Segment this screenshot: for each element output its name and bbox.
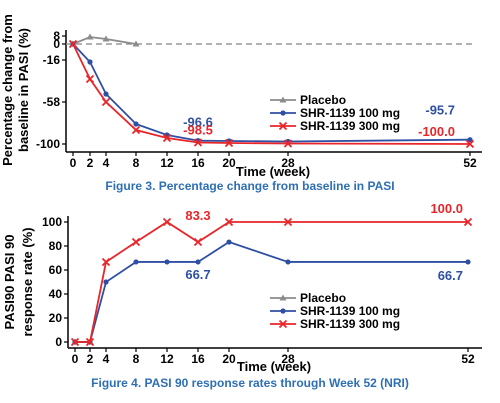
chart1-legend-marker bbox=[279, 96, 287, 103]
chart2-point-shr-1139-300-mg bbox=[131, 237, 141, 247]
chart2-x-tick-label: 4 bbox=[103, 352, 110, 366]
chart1-point-shr-1139-300-mg bbox=[131, 125, 141, 135]
chart1-point-placebo bbox=[102, 35, 110, 42]
chart1-y-tick-label: -100 bbox=[36, 137, 60, 151]
chart2-point-shr-1139-100-mg bbox=[103, 279, 109, 285]
chart2-x-tick-label: 2 bbox=[87, 352, 94, 366]
chart2-legend-marker bbox=[278, 319, 288, 329]
chart1-legend-label: SHR-1139 100 mg bbox=[300, 106, 400, 120]
chart1-x-tick-label: 8 bbox=[133, 156, 140, 170]
chart2-data-label: 83.3 bbox=[185, 208, 210, 223]
chart2-point-shr-1139-300-mg bbox=[101, 257, 111, 267]
chart1-x-tick-label: 28 bbox=[281, 156, 295, 170]
chart2-point-shr-1139-100-mg bbox=[164, 259, 170, 265]
chart2-legend-label: SHR-1139 300 mg bbox=[300, 317, 400, 331]
chart2-x-tick-label: 52 bbox=[461, 352, 475, 366]
chart1-legend-marker bbox=[280, 110, 286, 116]
chart2-x-tick-label: 28 bbox=[281, 352, 295, 366]
chart1-point-shr-1139-300-mg bbox=[101, 97, 111, 107]
chart2-point-shr-1139-300-mg bbox=[463, 217, 473, 227]
chart2-x-tick-label: 8 bbox=[133, 352, 140, 366]
chart2-point-shr-1139-100-mg bbox=[195, 259, 201, 265]
chart2-y-tick-label: 0 bbox=[55, 335, 62, 349]
chart2-y-tick-label: 60 bbox=[49, 263, 63, 277]
chart2-point-shr-1139-300-mg bbox=[283, 217, 293, 227]
chart1-point-shr-1139-100-mg bbox=[467, 137, 473, 143]
chart2-point-shr-1139-100-mg bbox=[133, 259, 139, 265]
chart2-point-shr-1139-300-mg bbox=[85, 337, 95, 347]
chart2-legend-marker bbox=[280, 308, 286, 314]
chart2-data-label: 66.7 bbox=[438, 268, 463, 283]
chart1-x-tick-label: 0 bbox=[70, 156, 77, 170]
chart1-point-shr-1139-300-mg bbox=[162, 133, 172, 143]
chart2-x-tick-label: 12 bbox=[160, 352, 174, 366]
chart2-point-shr-1139-100-mg bbox=[285, 259, 291, 265]
chart1-legend-marker bbox=[278, 121, 288, 131]
chart2-y-tick-label: 40 bbox=[49, 287, 63, 301]
chart1-point-shr-1139-300-mg bbox=[465, 139, 475, 149]
chart1-series-line-shr-1139-300-mg bbox=[72, 43, 471, 145]
chart1-legend-label: Placebo bbox=[300, 93, 346, 107]
chart2-point-shr-1139-300-mg bbox=[193, 237, 203, 247]
chart1-point-shr-1139-300-mg bbox=[224, 138, 234, 148]
chart1-x-tick-label: 2 bbox=[87, 156, 94, 170]
chart2-y-tick-label: 100 bbox=[42, 215, 62, 229]
chart2-point-shr-1139-100-mg bbox=[226, 239, 232, 245]
chart2-data-label: 66.7 bbox=[185, 267, 210, 282]
chart2-legend-label: Placebo bbox=[300, 291, 346, 305]
chart2-legend-label: SHR-1139 100 mg bbox=[300, 304, 400, 318]
chart2-legend-marker bbox=[279, 294, 287, 301]
chart2-figure-caption: Figure 4. PASI 90 response rates through… bbox=[91, 376, 409, 390]
chart1-figure-caption: Figure 3. Percentage change from baselin… bbox=[105, 179, 394, 193]
chart1-y-axis-title: Percentage change from bbox=[0, 14, 15, 166]
chart1-x-tick-label: 16 bbox=[191, 156, 205, 170]
chart2-y-axis-title: PASI90 PASI 90 bbox=[2, 235, 17, 330]
chart1-data-label: -100.0 bbox=[418, 124, 455, 139]
chart1-point-shr-1139-300-mg bbox=[283, 139, 293, 148]
chart1-point-shr-1139-100-mg bbox=[87, 59, 93, 65]
chart2-x-axis-title: Time (week) bbox=[237, 359, 311, 374]
chart2-x-tick-label: 0 bbox=[72, 352, 79, 366]
chart1-point-placebo bbox=[86, 33, 94, 40]
chart2-point-shr-1139-300-mg bbox=[224, 217, 234, 227]
chart1-y-tick-label: 0 bbox=[53, 37, 60, 51]
chart1-data-label: -98.5 bbox=[183, 123, 213, 138]
chart1-data-label: -95.7 bbox=[425, 103, 455, 118]
chart1-y-tick-label: -16 bbox=[43, 53, 61, 67]
chart1-y-tick-label: -58 bbox=[43, 95, 61, 109]
chart1-point-shr-1139-300-mg bbox=[68, 39, 78, 49]
chart1-point-placebo bbox=[132, 40, 140, 47]
chart2-x-tick-label: 20 bbox=[222, 352, 236, 366]
chart1-y-tick-label: 8 bbox=[53, 29, 60, 43]
chart2-point-shr-1139-300-mg bbox=[70, 337, 80, 347]
chart1-point-shr-1139-300-mg bbox=[193, 138, 203, 147]
chart2-series-line-shr-1139-100-mg bbox=[75, 241, 468, 343]
chart1-point-shr-1139-100-mg bbox=[103, 91, 109, 97]
chart1-x-tick-label: 12 bbox=[160, 156, 174, 170]
chart2-data-label: 100.0 bbox=[430, 201, 463, 216]
chart1-legend-label: SHR-1139 300 mg bbox=[300, 119, 400, 133]
chart1-x-axis-title: Time (week) bbox=[236, 164, 310, 179]
chart1-point-shr-1139-100-mg bbox=[133, 121, 139, 127]
chart1-y-axis-title: baseline in PASI (%) bbox=[16, 28, 31, 152]
chart1-x-tick-label: 52 bbox=[463, 156, 477, 170]
chart2-point-shr-1139-100-mg bbox=[465, 259, 471, 265]
chart1-x-tick-label: 4 bbox=[103, 156, 110, 170]
chart1-series-line-placebo bbox=[72, 36, 137, 45]
chart1-point-shr-1139-300-mg bbox=[85, 74, 95, 84]
chart2-point-shr-1139-300-mg bbox=[162, 217, 172, 227]
chart2-y-axis-title: response rate (%) bbox=[20, 227, 35, 336]
chart2-y-tick-label: 80 bbox=[49, 239, 63, 253]
chart2-y-tick-label: 20 bbox=[49, 311, 63, 325]
chart2-x-tick-label: 16 bbox=[191, 352, 205, 366]
chart1-data-label: -96.6 bbox=[183, 115, 213, 130]
chart1-x-tick-label: 20 bbox=[222, 156, 236, 170]
